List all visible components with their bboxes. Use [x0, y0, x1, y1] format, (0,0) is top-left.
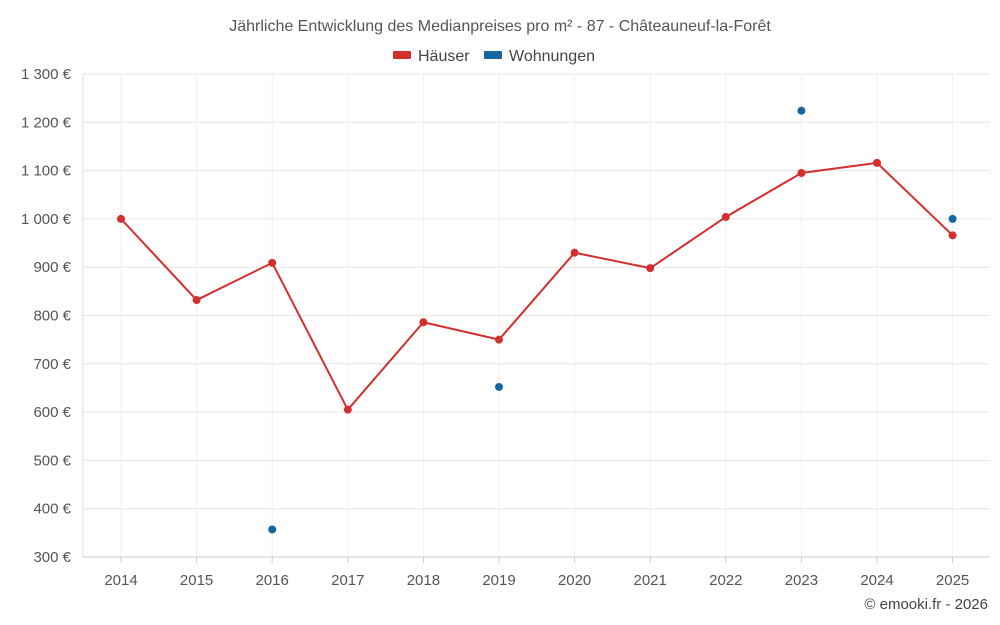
x-tick-label: 2020 — [558, 572, 591, 589]
y-tick-label: 500 € — [33, 452, 71, 469]
legend-item-haeuser[interactable]: Häuser — [393, 48, 470, 65]
y-tick-label: 400 € — [33, 501, 71, 518]
legend-swatch-haeuser — [393, 51, 411, 59]
data-point-wohnungen[interactable] — [495, 382, 503, 391]
y-tick-label: 1 100 € — [21, 163, 72, 180]
x-tick-label: 2018 — [407, 572, 440, 589]
y-axis-ticks: 300 € 400 € 500 € 600 € 700 € 800 € 900 € 1 000… — [21, 66, 72, 566]
x-tick-label: 2014 — [104, 572, 137, 589]
data-point-haeuser[interactable] — [873, 158, 881, 167]
data-point-haeuser[interactable] — [268, 258, 277, 267]
y-tick-label: 300 € — [33, 549, 71, 566]
axes — [82, 74, 990, 558]
y-tick-label: 1 200 € — [21, 114, 72, 131]
x-tick-label: 2024 — [860, 572, 893, 589]
x-tick-label: 2023 — [785, 572, 818, 589]
legend-label-wohnungen: Wohnungen — [509, 48, 595, 65]
data-point-haeuser[interactable] — [797, 169, 806, 178]
x-tick-label: 2016 — [256, 572, 289, 589]
x-axis-ticks: 2014 2015 2016 2017 2018 2019 2020 2021 2022 2023… — [104, 557, 969, 589]
data-point-haeuser[interactable] — [948, 231, 957, 240]
data-point-haeuser[interactable] — [721, 212, 730, 221]
y-tick-label: 1 000 € — [21, 211, 72, 228]
grid — [83, 73, 990, 558]
series-layer — [117, 106, 957, 534]
legend: Häuser Wohnungen — [393, 48, 595, 65]
data-point-haeuser[interactable] — [419, 318, 428, 327]
chart-title: Jährliche Entwicklung des Medianpreises … — [229, 18, 771, 35]
x-tick-label: 2015 — [180, 572, 213, 589]
data-point-wohnungen[interactable] — [268, 525, 277, 534]
y-tick-label: 1 300 € — [21, 66, 72, 83]
x-tick-label: 2025 — [936, 572, 969, 589]
y-tick-label: 800 € — [33, 308, 71, 325]
y-tick-label: 900 € — [33, 259, 71, 276]
data-point-haeuser[interactable] — [495, 335, 503, 344]
legend-label-haeuser: Häuser — [418, 48, 470, 65]
x-tick-label: 2022 — [709, 572, 742, 589]
data-point-haeuser[interactable] — [117, 214, 125, 223]
series-line-haeuser — [120, 161, 954, 411]
data-point-haeuser[interactable] — [343, 405, 352, 414]
y-tick-label: 600 € — [33, 404, 71, 421]
x-tick-label: 2019 — [482, 572, 515, 589]
data-point-wohnungen[interactable] — [797, 106, 806, 115]
x-tick-label: 2021 — [634, 572, 667, 589]
x-tick-label: 2017 — [331, 572, 364, 589]
data-point-haeuser[interactable] — [646, 264, 655, 273]
data-point-wohnungen[interactable] — [948, 214, 957, 223]
legend-swatch-wohnungen — [484, 51, 502, 59]
data-point-haeuser[interactable] — [570, 248, 579, 257]
data-point-haeuser[interactable] — [192, 296, 201, 305]
legend-item-wohnungen[interactable]: Wohnungen — [484, 48, 595, 65]
y-tick-label: 700 € — [33, 356, 71, 373]
credit-text: © emooki.fr - 2026 — [864, 596, 988, 613]
